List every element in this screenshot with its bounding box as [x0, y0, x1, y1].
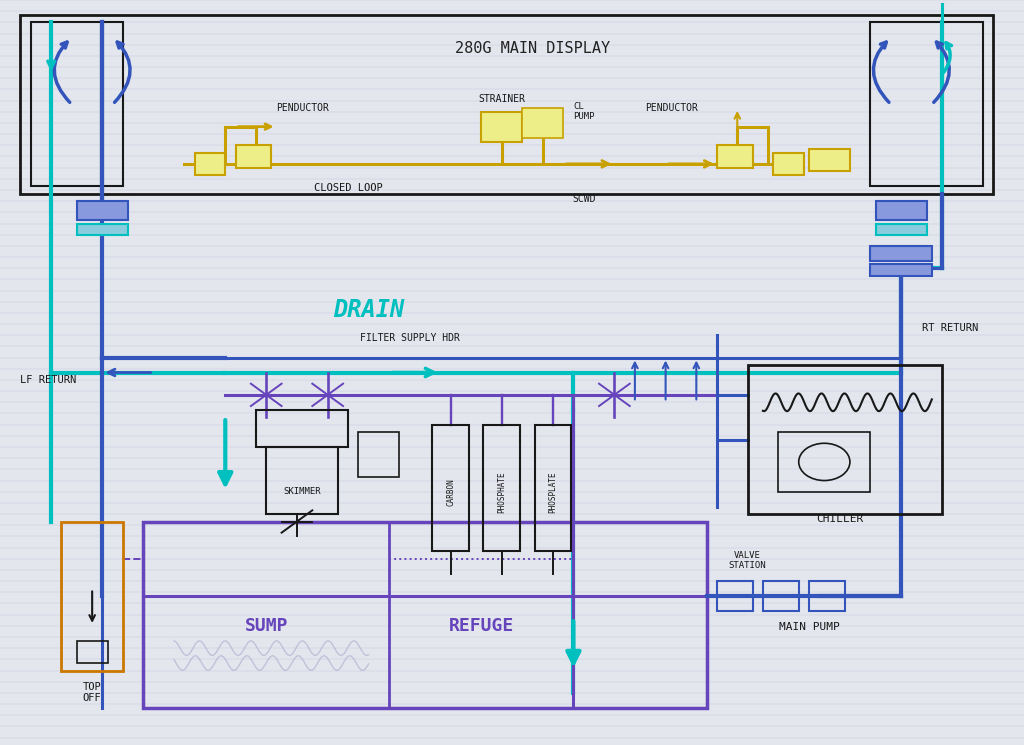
Text: SKIMMER: SKIMMER	[284, 487, 321, 496]
Bar	[809, 581, 845, 611]
Bar	[876, 224, 927, 235]
Bar	[870, 246, 932, 261]
Text: VALVE
STATION: VALVE STATION	[729, 551, 766, 570]
Bar	[77, 201, 128, 220]
Bar	[870, 22, 983, 186]
Bar	[195, 153, 225, 175]
Bar	[61, 522, 123, 670]
Text: 280G MAIN DISPLAY: 280G MAIN DISPLAY	[455, 41, 610, 56]
Bar	[77, 641, 108, 663]
Bar	[870, 264, 932, 276]
Text: PHOSPLATE: PHOSPLATE	[549, 471, 557, 513]
Bar	[778, 432, 870, 492]
Bar	[77, 224, 128, 235]
Bar	[773, 153, 804, 175]
Bar	[748, 365, 942, 514]
Bar	[432, 425, 469, 551]
Text: MAIN PUMP: MAIN PUMP	[778, 622, 840, 632]
Text: STRAINER: STRAINER	[478, 95, 525, 104]
Bar	[876, 201, 927, 220]
Bar	[20, 15, 993, 194]
Text: CARBON: CARBON	[446, 478, 455, 506]
Text: CHILLER: CHILLER	[816, 514, 863, 524]
Text: PHOSPHATE: PHOSPHATE	[498, 471, 506, 513]
Text: TOP
OFF: TOP OFF	[83, 682, 101, 703]
Bar	[266, 447, 338, 514]
Text: PENDUCTOR: PENDUCTOR	[276, 103, 330, 113]
Text: PENDUCTOR: PENDUCTOR	[645, 103, 698, 113]
Bar	[763, 581, 799, 611]
Bar	[535, 425, 571, 551]
Bar	[717, 581, 753, 611]
Bar	[522, 108, 563, 138]
Bar	[483, 425, 520, 551]
Bar	[143, 522, 707, 708]
Text: FILTER SUPPLY HDR: FILTER SUPPLY HDR	[359, 333, 460, 343]
Text: CLOSED LOOP: CLOSED LOOP	[313, 183, 383, 192]
Bar	[481, 112, 522, 142]
Bar	[236, 145, 271, 168]
Bar	[717, 145, 753, 168]
Text: DRAIN: DRAIN	[333, 298, 404, 322]
Bar	[809, 149, 850, 171]
Text: CL
PUMP: CL PUMP	[573, 102, 595, 121]
Bar	[256, 410, 348, 447]
Bar	[358, 432, 399, 477]
Text: SUMP: SUMP	[245, 617, 288, 635]
Text: LF RETURN: LF RETURN	[20, 375, 77, 385]
Text: REFUGE: REFUGE	[449, 617, 514, 635]
Text: SCWD: SCWD	[572, 194, 595, 203]
Bar	[31, 22, 123, 186]
Text: RT RETURN: RT RETURN	[922, 323, 978, 333]
